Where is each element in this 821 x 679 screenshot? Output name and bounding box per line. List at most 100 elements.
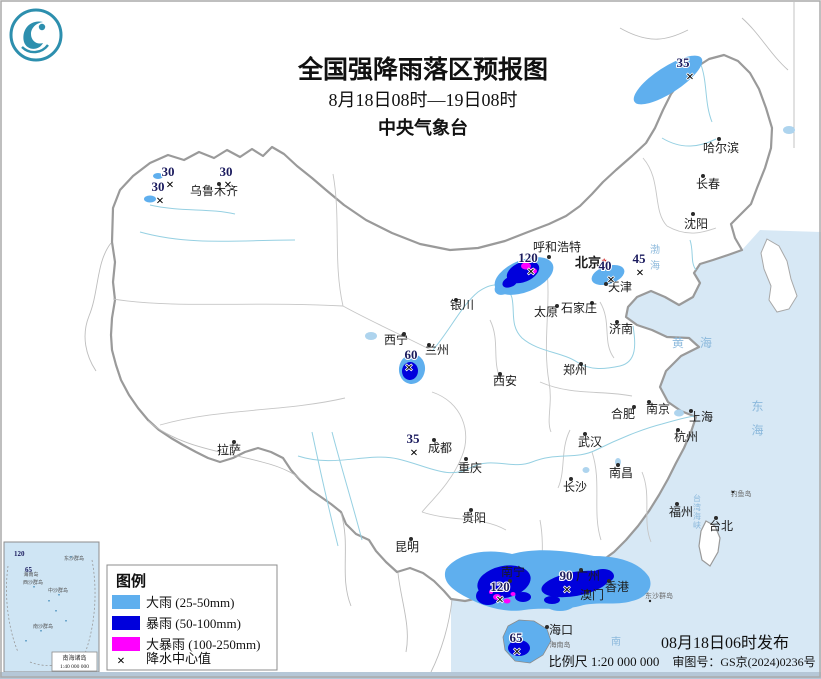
city-label: 澳门 — [580, 587, 604, 602]
inset-value: 120 — [14, 550, 25, 558]
rain-center-x-icon: × — [636, 266, 644, 281]
south-china-sea-inset: 120 65 东沙群岛 海南岛 西沙群岛 中沙群岛 南沙群岛 南海诸岛 1:40… — [3, 541, 100, 673]
rain-center-x-icon: × — [166, 178, 174, 193]
rain-center-value: 40 — [599, 258, 612, 273]
city-label: 福州 — [669, 504, 693, 519]
rain-center-x-icon: × — [156, 194, 164, 209]
inset-island-dots — [25, 556, 72, 642]
city-label: 广州 — [576, 569, 600, 583]
city-label: 呼和浩特 — [533, 239, 581, 254]
legend-swatch-heavy-rain — [112, 595, 140, 609]
city-label: 武汉 — [578, 435, 602, 449]
city-label: 天津 — [608, 280, 632, 294]
rain-center-value: 120 — [518, 250, 538, 265]
inset-island-label: 东沙群岛 — [64, 555, 84, 562]
rivers — [139, 61, 795, 580]
legend-item-label: 大暴雨 (100-250mm) — [146, 637, 260, 652]
city-label: 海口 — [549, 622, 573, 637]
rain-center-x-icon: × — [513, 645, 521, 660]
city-label: 长春 — [696, 177, 720, 191]
valid-time-range: 8月18日08时—19日08时 — [329, 90, 518, 110]
rain-center-value: 45 — [633, 251, 647, 266]
rain-center-value: 90 — [560, 568, 573, 583]
foreign-borders — [84, 2, 795, 673]
rain-center-x-icon: × — [496, 593, 504, 608]
rain-center-x-icon: × — [405, 361, 413, 376]
city-label: 台北 — [709, 518, 733, 533]
city-label: 南京 — [646, 401, 670, 416]
city-label: 郑州 — [563, 362, 587, 377]
rain-center-x-icon: × — [527, 265, 535, 280]
city-label: 拉萨 — [217, 442, 241, 457]
city-label: 昆明 — [395, 540, 419, 554]
legend-box: 图例 大雨 (25-50mm) 暴雨 (50-100mm) 大暴雨 (100-2… — [106, 564, 278, 671]
city-label: 重庆 — [458, 461, 482, 475]
sea-label: 南 — [611, 635, 621, 648]
issue-time: 08月18日06时发布 — [661, 634, 789, 652]
sea-label: 黄海 — [672, 335, 728, 350]
city-label: 长沙 — [563, 480, 587, 494]
city-labels: 乌鲁木齐 哈尔滨 长春 沈阳 呼和浩特 北京 ★ 天津 银川 太原 石家庄 济南… — [190, 140, 739, 637]
city-dots — [217, 137, 721, 629]
map-footer: 08月18日06时发布 比例尺 1:20 000 000 审图号：GS京(202… — [549, 634, 816, 669]
inset-island-label: 中沙群岛 — [48, 587, 68, 594]
rain-center-x-icon: × — [563, 583, 571, 598]
inset-island-label: 南沙群岛 — [33, 623, 53, 630]
scale-label: 比例尺 1:20 000 000 — [549, 654, 660, 669]
city-label: 乌鲁木齐 — [190, 183, 238, 198]
inset-island-label: 西沙群岛 — [23, 579, 43, 586]
capital-label-beijing: 北京 — [575, 255, 601, 270]
map-header: 全国强降雨落区预报图 8月18日08时—19日08时 中央气象台 — [297, 55, 548, 138]
agency-name: 中央气象台 — [378, 117, 468, 138]
city-label: 杭州 — [674, 429, 698, 444]
rain-center-x-icon: × — [607, 273, 615, 288]
island-label: 钓鱼岛 — [731, 489, 752, 498]
sea-label: 渤海 — [648, 243, 660, 276]
legend-x-icon: × — [117, 654, 125, 669]
inset-value: 65 — [25, 566, 33, 574]
rain-center-x-icon: × — [224, 178, 232, 193]
legend-item-label: 大雨 (25-50mm) — [146, 595, 234, 610]
rain-center-value: 65 — [510, 630, 524, 645]
island-label: 海南岛 — [550, 640, 571, 649]
rain-center-value: 60 — [405, 347, 418, 362]
inset-scale: 1:40 000 000 — [60, 664, 89, 670]
sea-label: 东海 — [750, 400, 764, 448]
rain-center-value: 35 — [407, 431, 421, 446]
rain-center-value: 30 — [162, 164, 175, 179]
inset-island-label: 海南岛 — [23, 571, 38, 578]
island-label: 东沙群岛 — [645, 591, 673, 600]
city-label: 西宁 — [384, 332, 408, 347]
approval-number: 审图号：GS京(2024)0236号 — [672, 654, 815, 669]
rain-center-value: 35 — [677, 55, 691, 70]
city-label: 银川 — [450, 298, 474, 312]
city-label: 石家庄 — [561, 300, 597, 315]
city-label: 香港 — [605, 580, 629, 594]
legend-item-label: 降水中心值 — [146, 651, 211, 666]
rain-center-value: 30 — [220, 164, 233, 179]
rain-center-value: 30 — [152, 179, 165, 194]
sea-label: 台湾海峡 — [693, 493, 702, 530]
legend-swatch-extreme-rainstorm — [112, 637, 140, 651]
city-label: 哈尔滨 — [703, 140, 739, 155]
rain-center-markers: 35 × 30 × 30 × 30 × 120 × 40 × 45 × 60 ×… — [151, 54, 695, 661]
inset-title: 南海诸岛 — [62, 654, 86, 662]
city-label: 南宁 — [501, 564, 525, 579]
legend-item-label: 暴雨 (50-100mm) — [146, 616, 241, 631]
rain-center-x-icon: × — [410, 446, 418, 461]
rain-center-x-icon: × — [686, 70, 694, 85]
sea-labels: 渤海 黄海 东海 台湾海峡 南 海南岛 钓鱼岛 东沙群岛 — [550, 243, 765, 649]
city-label: 西安 — [493, 373, 517, 388]
city-label: 南昌 — [609, 465, 633, 480]
cma-dragon-logo-icon — [9, 8, 63, 62]
legend-title: 图例 — [116, 572, 146, 590]
sea-area — [451, 230, 821, 679]
china-outline — [109, 53, 774, 603]
city-label: 沈阳 — [684, 216, 708, 231]
city-label: 济南 — [609, 321, 633, 336]
city-label: 合肥 — [611, 406, 635, 421]
city-label: 太原 — [534, 304, 558, 319]
